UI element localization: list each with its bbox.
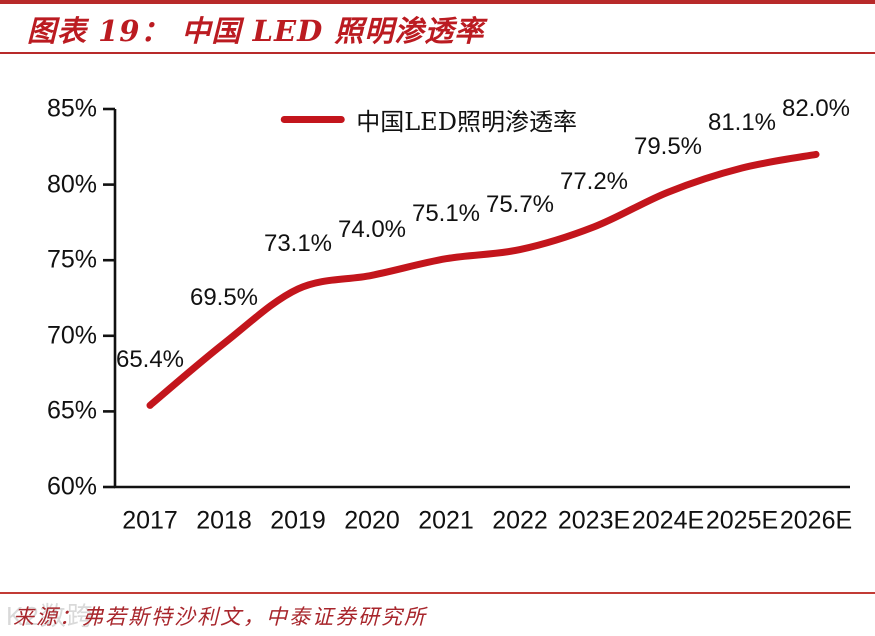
footer-divider xyxy=(0,592,875,594)
series-line xyxy=(146,150,820,409)
legend-line-swatch-icon xyxy=(280,116,345,123)
x-axis-tick-label: 2024E xyxy=(631,506,705,535)
x-axis-tick-label: 2020 xyxy=(344,506,400,535)
data-point-label: 74.0% xyxy=(337,216,407,244)
data-point-label: 75.1% xyxy=(411,199,481,227)
top-divider xyxy=(0,0,875,4)
x-axis-tick-label: 2025E xyxy=(705,506,779,535)
page-title: 图表 19： 中国 LED 照明渗透率 xyxy=(27,14,485,48)
x-axis-tick-label: 2017 xyxy=(122,506,178,535)
x-axis-tick-label: 2023E xyxy=(557,506,631,535)
x-axis-tick-label: 2026E xyxy=(779,506,853,535)
data-point-label: 82.0% xyxy=(781,95,851,123)
y-axis-tick-label: 80% xyxy=(46,170,97,199)
x-axis-tick-label: 2021 xyxy=(418,506,474,535)
data-point-label: 77.2% xyxy=(559,167,629,195)
chart-legend: 中国LED照明渗透率 xyxy=(280,102,577,137)
y-axis-tick-label: 60% xyxy=(46,472,97,501)
title-divider xyxy=(0,52,875,54)
x-axis-tick-label: 2022 xyxy=(492,506,548,535)
y-axis-tick-label: 65% xyxy=(46,396,97,425)
data-point-label: 73.1% xyxy=(263,229,333,257)
data-point-label: 75.7% xyxy=(485,190,555,218)
data-point-label: 79.5% xyxy=(633,133,703,161)
x-axis-tick-label: 2019 xyxy=(270,506,326,535)
source-note: 来源：弗若斯特沙利文，中泰证券研究所 xyxy=(13,605,427,629)
y-axis-tick-label: 75% xyxy=(46,245,97,274)
data-point-label: 81.1% xyxy=(707,108,777,136)
y-axis-tick-label: 70% xyxy=(46,321,97,350)
x-axis-tick-label: 2018 xyxy=(196,506,252,535)
legend-label: 中国LED照明渗透率 xyxy=(356,108,577,136)
data-point-label: 69.5% xyxy=(189,284,259,312)
y-axis-tick-label: 85% xyxy=(46,94,97,123)
data-point-label: 65.4% xyxy=(115,346,185,374)
